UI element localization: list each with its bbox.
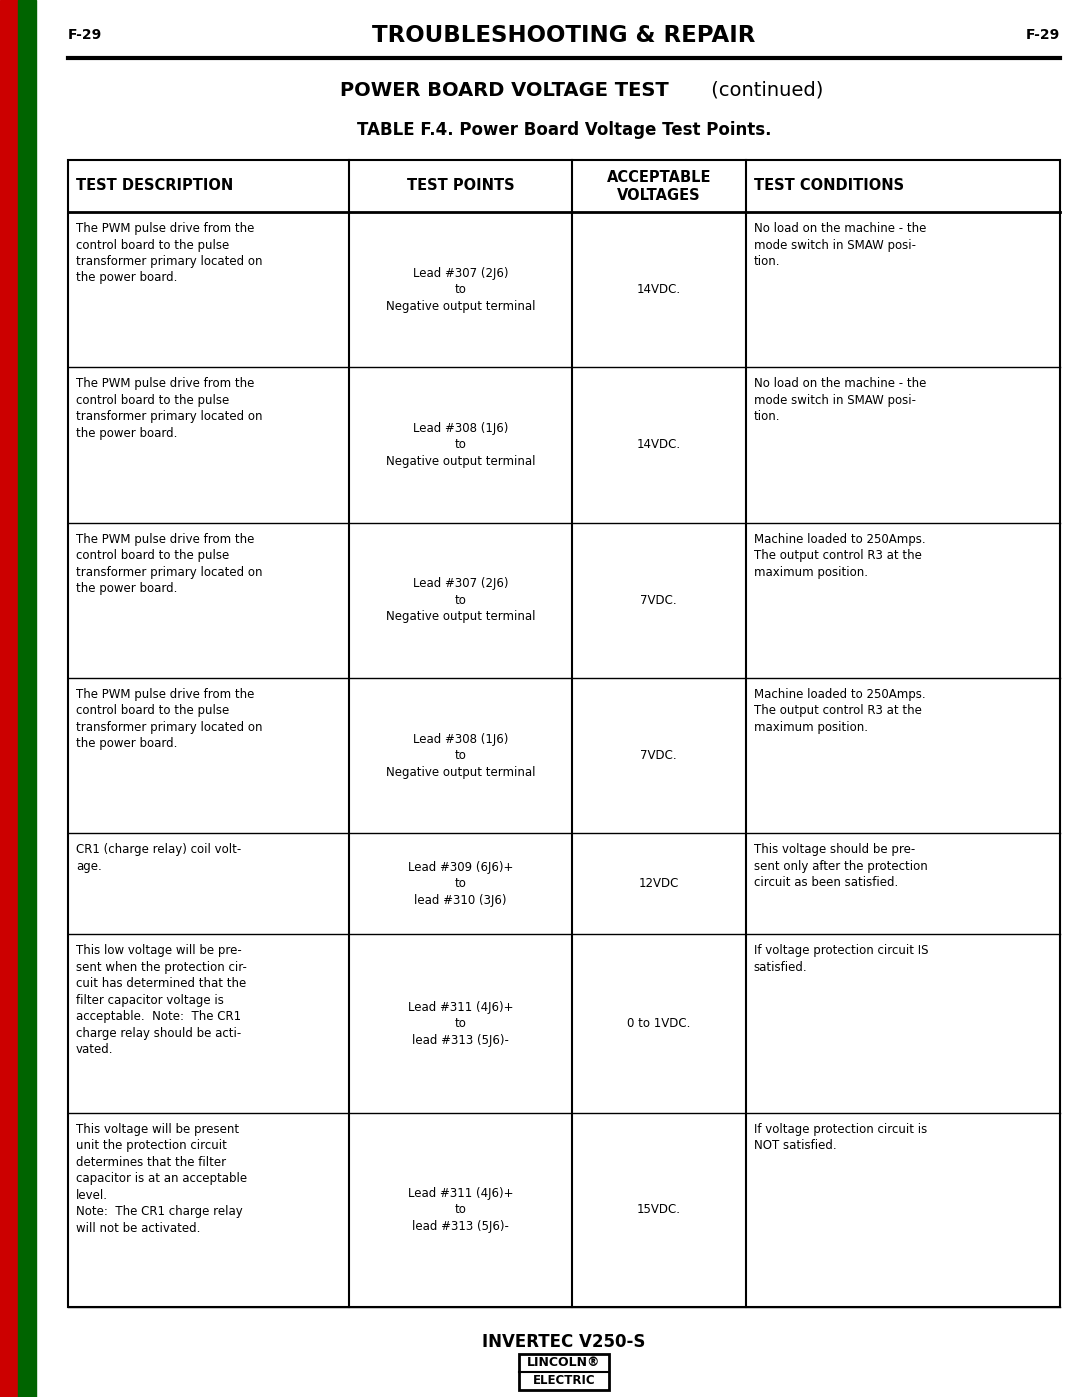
- Text: Return to Section TOC: Return to Section TOC: [4, 1165, 14, 1280]
- Text: The PWM pulse drive from the
control board to the pulse
transformer primary loca: The PWM pulse drive from the control boa…: [76, 222, 262, 285]
- Text: F-29: F-29: [1026, 28, 1059, 42]
- Text: ACCEPTABLE: ACCEPTABLE: [607, 170, 711, 186]
- Text: No load on the machine - the
mode switch in SMAW posi-
tion.: No load on the machine - the mode switch…: [754, 222, 926, 268]
- Bar: [519, 1354, 609, 1390]
- Text: Lead #308 (1J6)
to
Negative output terminal: Lead #308 (1J6) to Negative output termi…: [386, 422, 535, 468]
- Text: TEST DESCRIPTION: TEST DESCRIPTION: [76, 179, 233, 194]
- Text: CR1 (charge relay) coil volt-
age.: CR1 (charge relay) coil volt- age.: [76, 844, 241, 873]
- Text: 14VDC.: 14VDC.: [637, 284, 680, 296]
- Bar: [0, 0, 18, 1397]
- Text: This low voltage will be pre-
sent when the protection cir-
cuit has determined : This low voltage will be pre- sent when …: [76, 944, 247, 1056]
- Text: Lead #309 (6J6)+
to
lead #310 (3J6): Lead #309 (6J6)+ to lead #310 (3J6): [407, 861, 513, 907]
- Text: VOLTAGES: VOLTAGES: [617, 189, 701, 204]
- Text: 7VDC.: 7VDC.: [640, 749, 677, 763]
- Bar: [18, 0, 36, 1397]
- Text: This voltage will be present
unit the protection circuit
determines that the fil: This voltage will be present unit the pr…: [76, 1123, 247, 1235]
- Text: Return to Master TOC: Return to Master TOC: [23, 119, 31, 231]
- Text: If voltage protection circuit is
NOT satisfied.: If voltage protection circuit is NOT sat…: [754, 1123, 927, 1153]
- Text: Lead #311 (4J6)+
to
lead #313 (5J6)-: Lead #311 (4J6)+ to lead #313 (5J6)-: [407, 1000, 513, 1046]
- Text: Return to Master TOC: Return to Master TOC: [23, 817, 31, 929]
- Text: Machine loaded to 250Amps.
The output control R3 at the
maximum position.: Machine loaded to 250Amps. The output co…: [754, 532, 926, 578]
- Text: 14VDC.: 14VDC.: [637, 439, 680, 451]
- Text: TEST CONDITIONS: TEST CONDITIONS: [754, 179, 904, 194]
- Text: LINCOLN®: LINCOLN®: [527, 1356, 600, 1369]
- Text: The PWM pulse drive from the
control board to the pulse
transformer primary loca: The PWM pulse drive from the control boa…: [76, 687, 262, 750]
- Text: Return to Section TOC: Return to Section TOC: [4, 117, 14, 232]
- Text: Lead #307 (2J6)
to
Negative output terminal: Lead #307 (2J6) to Negative output termi…: [386, 577, 535, 623]
- Text: If voltage protection circuit IS
satisfied.: If voltage protection circuit IS satisfi…: [754, 944, 928, 974]
- Text: No load on the machine - the
mode switch in SMAW posi-
tion.: No load on the machine - the mode switch…: [754, 377, 926, 423]
- Text: ELECTRIC: ELECTRIC: [532, 1375, 595, 1387]
- Text: 15VDC.: 15VDC.: [637, 1203, 680, 1217]
- Text: Return to Section TOC: Return to Section TOC: [4, 467, 14, 581]
- Text: Machine loaded to 250Amps.
The output control R3 at the
maximum position.: Machine loaded to 250Amps. The output co…: [754, 687, 926, 733]
- Text: (continued): (continued): [705, 81, 823, 99]
- Text: Lead #308 (1J6)
to
Negative output terminal: Lead #308 (1J6) to Negative output termi…: [386, 732, 535, 778]
- Text: INVERTEC V250-S: INVERTEC V250-S: [483, 1333, 646, 1351]
- Text: TEST POINTS: TEST POINTS: [406, 179, 514, 194]
- Text: Return to Master TOC: Return to Master TOC: [23, 1166, 31, 1278]
- Bar: [68, 161, 1059, 1308]
- Text: Lead #307 (2J6)
to
Negative output terminal: Lead #307 (2J6) to Negative output termi…: [386, 267, 535, 313]
- Text: POWER BOARD VOLTAGE TEST: POWER BOARD VOLTAGE TEST: [339, 81, 669, 99]
- Text: The PWM pulse drive from the
control board to the pulse
transformer primary loca: The PWM pulse drive from the control boa…: [76, 532, 262, 595]
- Text: This voltage should be pre-
sent only after the protection
circuit as been satis: This voltage should be pre- sent only af…: [754, 844, 928, 890]
- Text: 12VDC: 12VDC: [638, 877, 679, 890]
- Text: Return to Master TOC: Return to Master TOC: [23, 468, 31, 580]
- Text: The PWM pulse drive from the
control board to the pulse
transformer primary loca: The PWM pulse drive from the control boa…: [76, 377, 262, 440]
- Text: Return to Section TOC: Return to Section TOC: [4, 816, 14, 930]
- Text: TABLE F.4. Power Board Voltage Test Points.: TABLE F.4. Power Board Voltage Test Poin…: [356, 122, 771, 138]
- Text: Lead #311 (4J6)+
to
lead #313 (5J6)-: Lead #311 (4J6)+ to lead #313 (5J6)-: [407, 1187, 513, 1234]
- Text: TROUBLESHOOTING & REPAIR: TROUBLESHOOTING & REPAIR: [373, 24, 756, 46]
- Text: F-29: F-29: [68, 28, 103, 42]
- Text: 7VDC.: 7VDC.: [640, 594, 677, 606]
- Text: 0 to 1VDC.: 0 to 1VDC.: [627, 1017, 690, 1030]
